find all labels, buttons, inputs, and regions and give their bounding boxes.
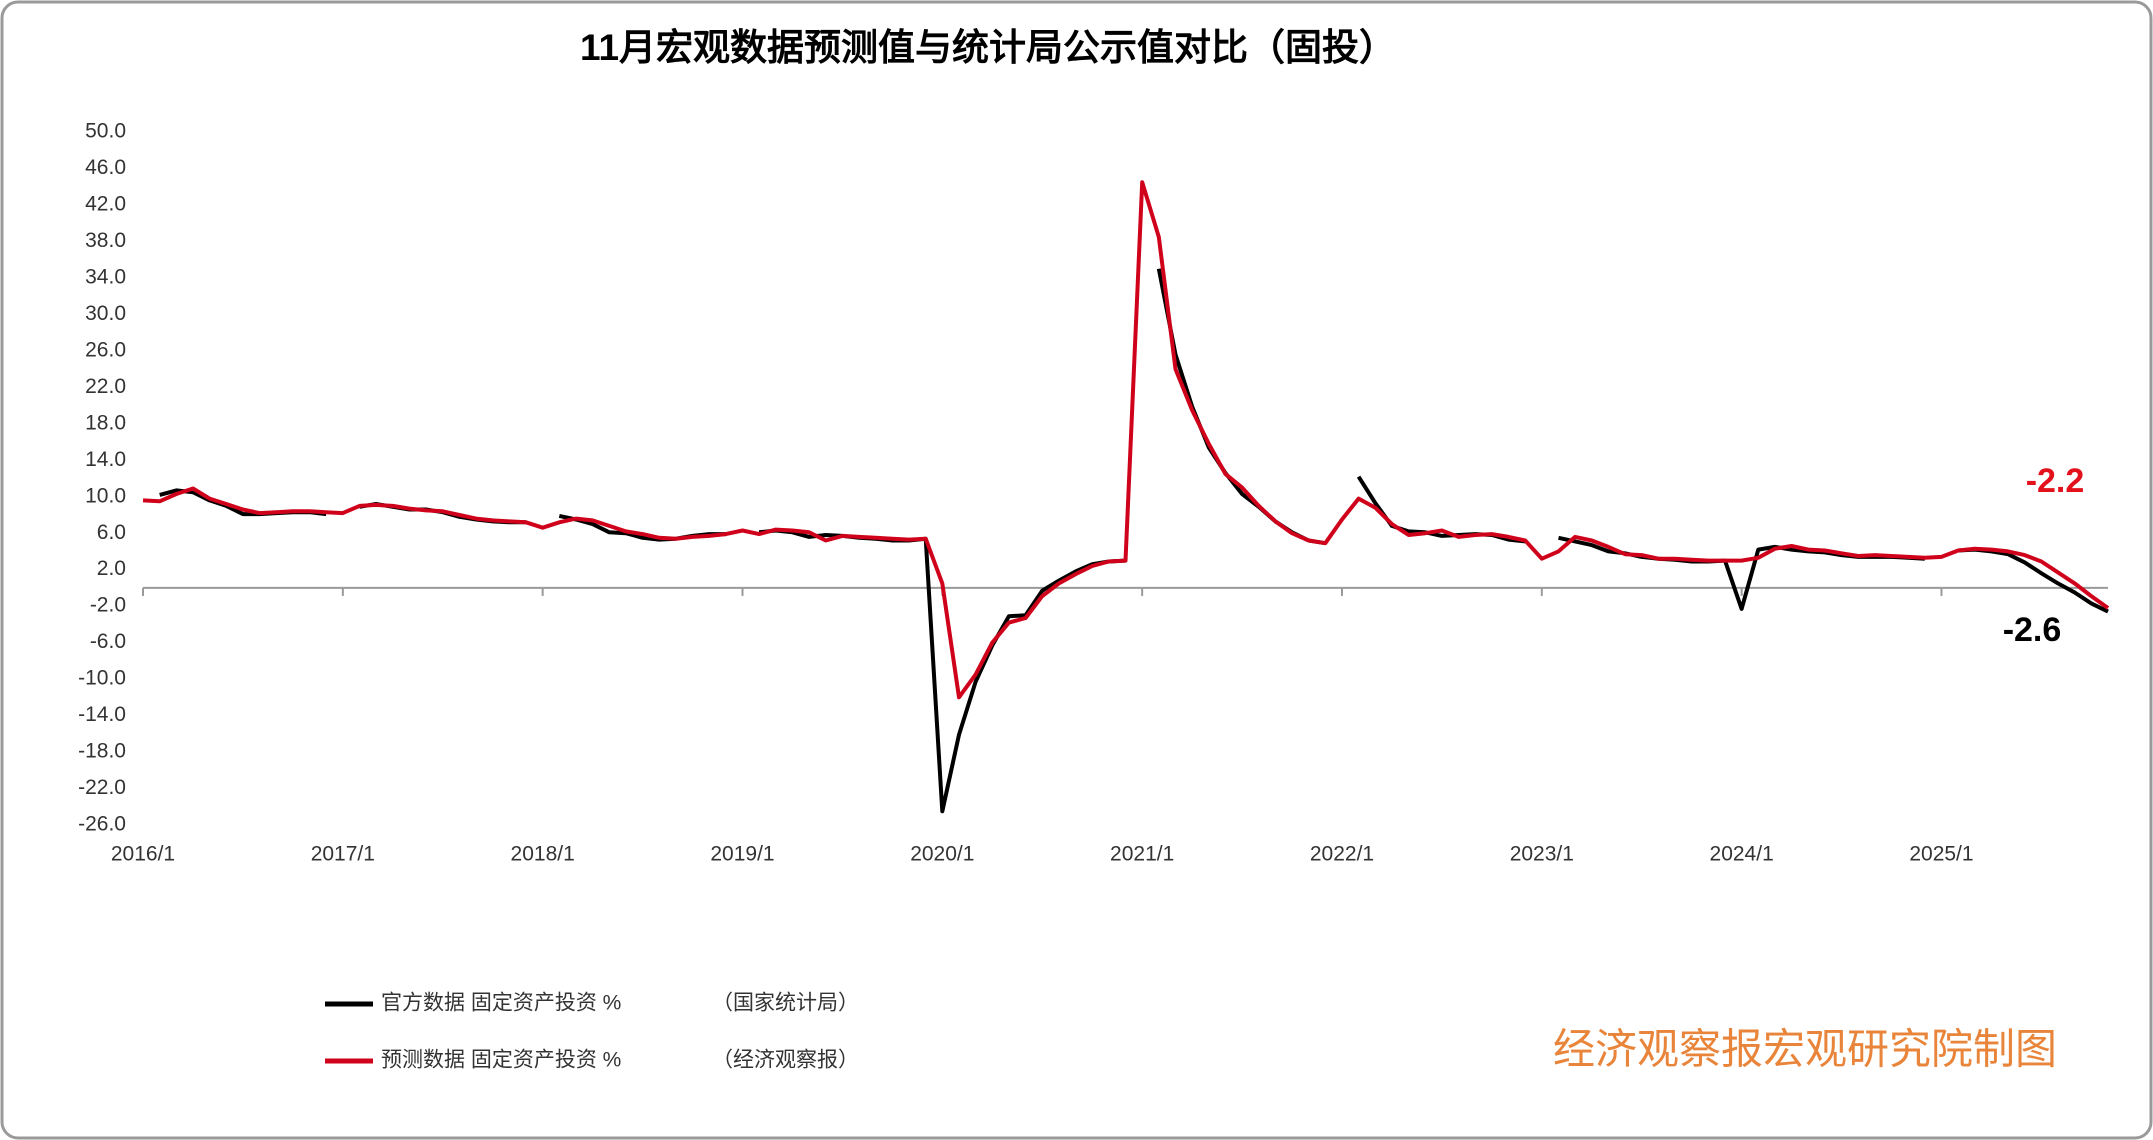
y-tick-label: -18.0 (78, 740, 126, 763)
watermark: 经济观察报宏观研究院制图 (1553, 1027, 2057, 1074)
y-tick-label: 50.0 (85, 120, 126, 143)
y-tick-label: 42.0 (85, 192, 126, 215)
y-tick-label: -22.0 (78, 776, 126, 799)
y-tick-label: 18.0 (85, 411, 126, 434)
x-tick-label: 2024/1 (1710, 843, 1774, 866)
y-tick-label: 2.0 (97, 557, 126, 580)
x-tick-label: 2025/1 (1909, 843, 1973, 866)
x-tick-label: 2018/1 (511, 843, 575, 866)
y-tick-label: -14.0 (78, 703, 126, 726)
legend-source: （国家统计局） (712, 992, 859, 1015)
y-tick-label: -6.0 (90, 630, 126, 653)
x-tick-label: 2017/1 (311, 843, 375, 866)
y-tick-label: 30.0 (85, 302, 126, 325)
x-tick-label: 2023/1 (1510, 843, 1574, 866)
y-tick-label: 6.0 (97, 521, 126, 544)
annotation: -2.2 (2026, 462, 2085, 500)
x-tick-label: 2022/1 (1310, 843, 1374, 866)
series-line (142, 180, 2110, 700)
y-tick-label: 46.0 (85, 156, 126, 179)
legend-source: （经济观察报） (712, 1049, 859, 1072)
y-tick-label: 38.0 (85, 229, 126, 252)
y-tick-label: 22.0 (85, 375, 126, 398)
x-tick-label: 2020/1 (910, 843, 974, 866)
legend-label: 官方数据 固定资产投资 % (381, 992, 621, 1015)
y-tick-label: -10.0 (78, 667, 126, 690)
y-tick-label: 14.0 (85, 448, 126, 471)
x-tick-label: 2019/1 (710, 843, 774, 866)
chart-title: 11月宏观数据预测值与统计局公示值对比（固投） (580, 27, 1396, 68)
x-tick-label: 2016/1 (111, 843, 175, 866)
y-tick-label: 10.0 (85, 484, 126, 507)
y-tick-label: 34.0 (85, 265, 126, 288)
x-tick-label: 2021/1 (1110, 843, 1174, 866)
y-tick-label: -26.0 (78, 813, 126, 836)
annotation: -2.6 (2003, 611, 2062, 649)
y-tick-label: -2.0 (90, 594, 126, 617)
y-tick-label: 26.0 (85, 338, 126, 361)
legend-label: 预测数据 固定资产投资 % (381, 1049, 621, 1072)
